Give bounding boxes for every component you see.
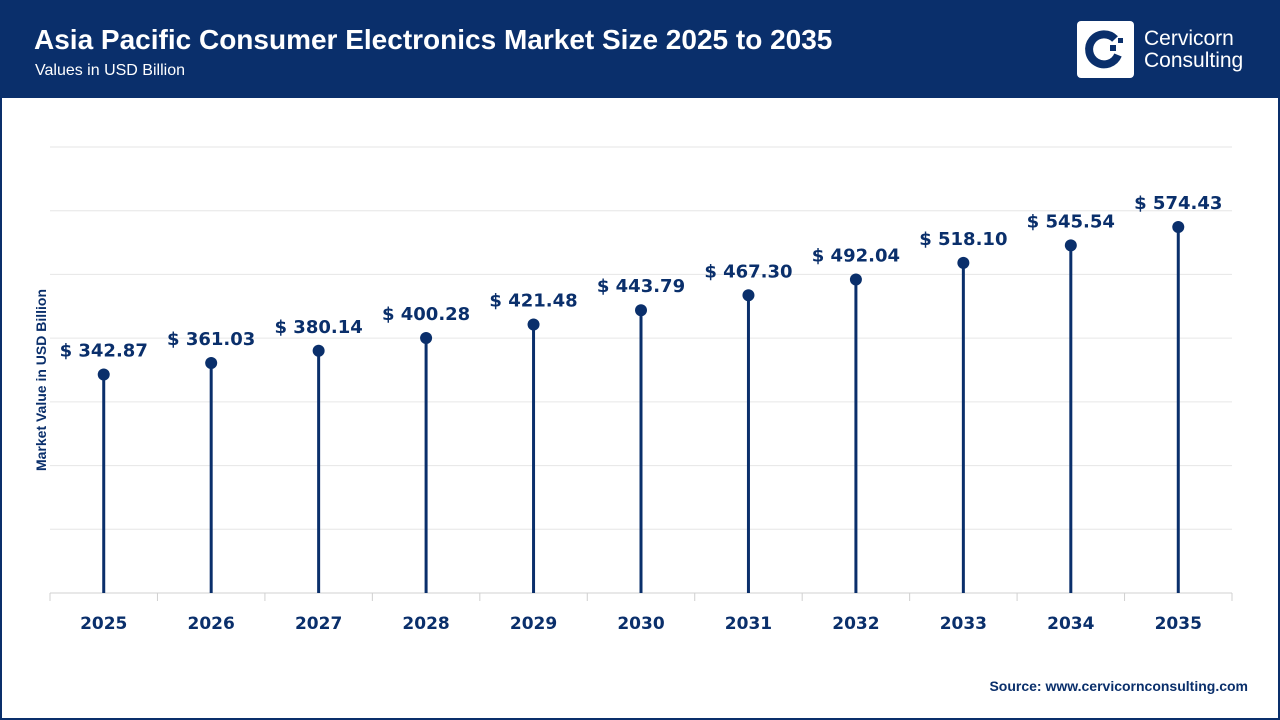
x-tick-label: 2028 — [402, 614, 449, 634]
lollipop-point — [312, 344, 325, 357]
company-logo: Cervicorn Consulting — [1077, 21, 1243, 78]
lollipop-point — [635, 304, 647, 317]
logo-mark-icon — [1077, 21, 1134, 78]
data-label: $ 361.03 — [167, 329, 255, 350]
data-label: $ 518.10 — [919, 229, 1007, 250]
lollipop-point — [97, 368, 110, 381]
data-label: $ 574.43 — [1134, 193, 1222, 214]
lollipop-point — [957, 256, 970, 269]
x-tick-label: 2029 — [510, 614, 557, 634]
data-label: $ 400.28 — [382, 304, 470, 325]
logo-text-line1: Cervicorn — [1144, 26, 1234, 50]
x-tick-label: 2030 — [617, 614, 664, 634]
lollipop-point — [527, 318, 540, 331]
x-tick-label: 2032 — [832, 614, 879, 634]
lollipop-point — [205, 356, 218, 369]
lollipop-point — [1172, 221, 1185, 234]
lollipop-point — [1064, 239, 1077, 252]
data-label: $ 545.54 — [1027, 211, 1115, 232]
data-label: $ 342.87 — [60, 341, 148, 362]
lollipop-point — [420, 331, 433, 344]
data-label: $ 443.79 — [597, 276, 685, 297]
chart-title: Asia Pacific Consumer Electronics Market… — [34, 24, 833, 55]
x-tick-label: 2027 — [295, 614, 342, 634]
chart-subtitle: Values in USD Billion — [35, 62, 185, 79]
data-label: $ 421.48 — [489, 290, 577, 311]
lollipop-point — [742, 289, 755, 302]
data-label: $ 492.04 — [812, 246, 900, 267]
data-label: $ 467.30 — [704, 261, 792, 282]
x-tick-label: 2034 — [1047, 614, 1094, 634]
x-tick-label: 2026 — [188, 614, 235, 634]
source-note: Source: www.cervicornconsulting.com — [989, 678, 1248, 694]
data-label: $ 380.14 — [275, 317, 363, 338]
x-tick-label: 2025 — [80, 614, 127, 634]
header-banner: Asia Pacific Consumer Electronics Market… — [0, 0, 1280, 98]
logo-text-line2: Consulting — [1144, 48, 1244, 72]
lollipop-point — [849, 273, 862, 286]
x-tick-label: 2033 — [940, 614, 987, 634]
logo-text: Cervicorn Consulting — [1144, 26, 1244, 72]
x-tick-label: 2035 — [1155, 614, 1202, 634]
x-tick-label: 2031 — [725, 614, 772, 634]
